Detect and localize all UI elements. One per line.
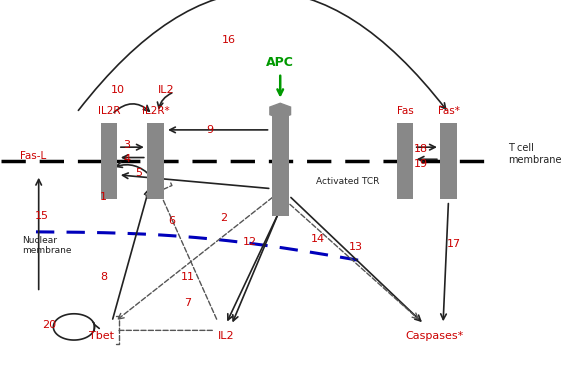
Text: 14: 14 xyxy=(311,234,325,244)
Text: Activated TCR: Activated TCR xyxy=(315,177,379,186)
Text: 8: 8 xyxy=(100,272,108,282)
Text: 4: 4 xyxy=(123,154,131,164)
Text: 16: 16 xyxy=(222,35,236,45)
Text: 10: 10 xyxy=(110,85,125,95)
Text: 17: 17 xyxy=(447,239,461,249)
FancyBboxPatch shape xyxy=(397,123,413,199)
Text: APC: APC xyxy=(266,56,294,69)
Text: Fas: Fas xyxy=(397,106,414,116)
FancyBboxPatch shape xyxy=(147,123,163,199)
Text: IL2: IL2 xyxy=(158,85,175,95)
Text: Nuclear
membrane: Nuclear membrane xyxy=(22,236,72,255)
Text: 1: 1 xyxy=(100,192,108,202)
Text: 15: 15 xyxy=(34,211,48,221)
Text: 18: 18 xyxy=(414,144,428,154)
FancyBboxPatch shape xyxy=(440,123,457,199)
Text: Tbet: Tbet xyxy=(89,331,114,341)
Text: 3: 3 xyxy=(123,141,131,150)
Text: 20: 20 xyxy=(43,320,56,330)
Text: Caspases*: Caspases* xyxy=(406,331,464,341)
Text: T cell
membrane: T cell membrane xyxy=(508,143,562,165)
Text: 2: 2 xyxy=(220,213,227,223)
Text: 13: 13 xyxy=(349,243,363,252)
Text: Fas*: Fas* xyxy=(438,106,459,116)
Text: IL2R: IL2R xyxy=(98,106,121,116)
Text: 5: 5 xyxy=(135,168,143,178)
Text: 12: 12 xyxy=(244,237,257,247)
Text: 9: 9 xyxy=(206,125,213,135)
Text: 7: 7 xyxy=(184,298,192,308)
Text: Fas-L: Fas-L xyxy=(20,151,46,161)
Text: 6: 6 xyxy=(168,217,175,226)
Text: IL2R*: IL2R* xyxy=(142,106,169,116)
Text: 19: 19 xyxy=(414,159,428,170)
FancyBboxPatch shape xyxy=(271,112,289,216)
FancyBboxPatch shape xyxy=(101,123,117,199)
Text: 11: 11 xyxy=(181,272,195,282)
Text: IL2: IL2 xyxy=(217,331,234,341)
